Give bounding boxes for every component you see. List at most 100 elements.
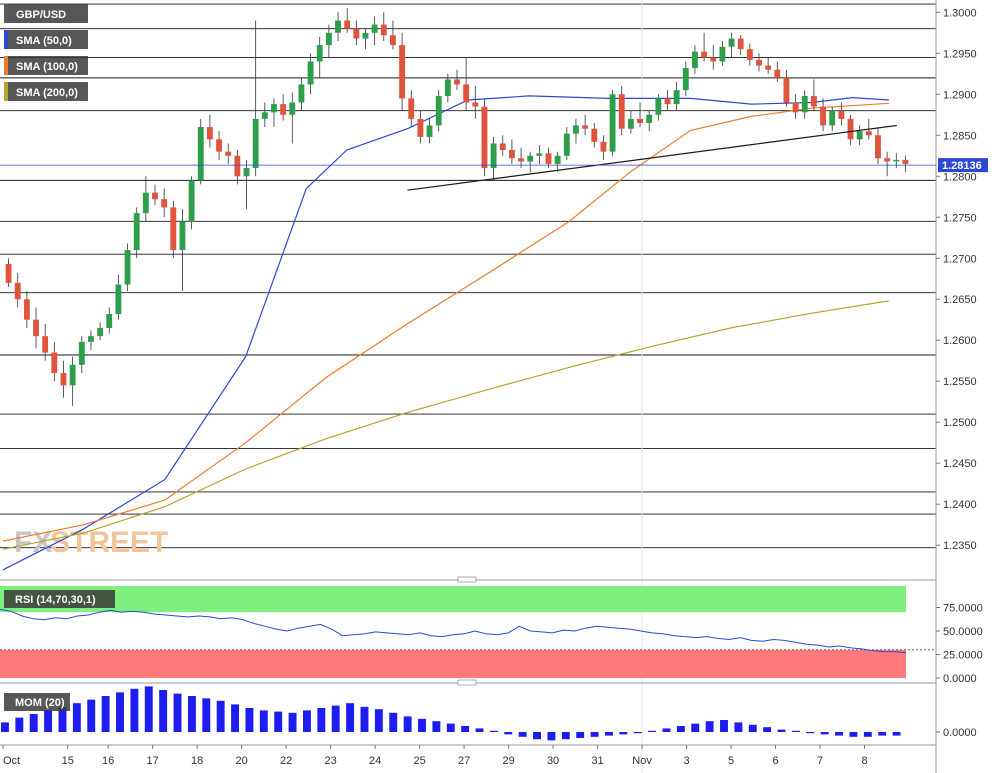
mom-bar bbox=[187, 696, 196, 732]
mom-bar bbox=[44, 710, 53, 732]
legend-color-swatch bbox=[4, 30, 8, 49]
price-tick-label: 1.2600 bbox=[943, 335, 977, 347]
candle-body bbox=[847, 118, 854, 140]
mom-bar bbox=[605, 732, 613, 736]
date-tick-label: 3 bbox=[683, 755, 689, 767]
mom-bar bbox=[791, 730, 800, 732]
mom-bar bbox=[403, 716, 412, 732]
mom-tick-label: 0.0000 bbox=[943, 727, 977, 739]
price-axis: 1.2350 1.2400 1.2450 1.2500 1.2550 1.2600 1.26… bbox=[0, 7, 977, 552]
candle-body bbox=[719, 46, 726, 62]
candle-body bbox=[801, 95, 808, 113]
mom-bar bbox=[346, 703, 355, 732]
rsi-tick-label: 50.0000 bbox=[943, 626, 983, 638]
rsi-oversold-zone bbox=[0, 649, 906, 678]
candle-body bbox=[774, 69, 781, 78]
candle-body bbox=[69, 364, 76, 386]
candle-body bbox=[563, 133, 570, 156]
candle-body bbox=[765, 65, 772, 70]
candle-body bbox=[88, 336, 94, 342]
candle-body bbox=[362, 32, 369, 39]
candle-body bbox=[508, 150, 515, 159]
price-tick-label: 1.2400 bbox=[943, 499, 977, 511]
legend-item[interactable] bbox=[4, 4, 88, 23]
date-tick-label: 29 bbox=[502, 755, 514, 767]
candle-body bbox=[14, 282, 21, 300]
candle-body bbox=[51, 352, 58, 374]
legend-item[interactable] bbox=[4, 82, 88, 101]
mom-bar bbox=[116, 692, 124, 732]
candle-body bbox=[454, 79, 460, 85]
candle-body bbox=[865, 131, 872, 136]
candle-body bbox=[682, 68, 689, 91]
mom-bar bbox=[662, 728, 671, 732]
rsi-label: RSI (14,70,30,1) bbox=[15, 594, 96, 606]
candle-body bbox=[573, 125, 579, 134]
candle-body bbox=[335, 20, 341, 33]
mom-bar bbox=[648, 730, 657, 732]
mom-bar bbox=[489, 730, 498, 732]
price-tick-label: 1.2950 bbox=[943, 48, 977, 60]
candle-body bbox=[325, 32, 332, 46]
sma-line bbox=[2, 102, 889, 542]
mom-bar bbox=[173, 693, 182, 732]
mom-bar bbox=[518, 732, 527, 737]
rsi-panel-resize-handle[interactable] bbox=[457, 576, 477, 583]
candle-body bbox=[353, 28, 360, 39]
trendline-segment bbox=[407, 124, 897, 191]
mom-bar bbox=[849, 732, 858, 737]
momentum-panel: 0.0000 bbox=[1, 686, 977, 741]
legend-item[interactable] bbox=[4, 56, 88, 75]
legend: GBP/USD SMA (50,0) SMA (100,0) SMA (200,0) bbox=[4, 4, 88, 101]
candle-body bbox=[152, 192, 158, 200]
candle-body bbox=[490, 143, 497, 169]
legend-label: SMA (50,0) bbox=[16, 35, 72, 47]
candle-body bbox=[820, 106, 826, 126]
candle-body bbox=[710, 57, 717, 62]
candle-body bbox=[673, 90, 680, 105]
candle-body bbox=[23, 299, 30, 320]
legend-item[interactable] bbox=[4, 30, 88, 49]
candle-body bbox=[234, 155, 241, 177]
mom-bar bbox=[806, 732, 815, 734]
candle-body bbox=[33, 319, 39, 337]
legend-label: GBP/USD bbox=[16, 9, 66, 21]
mom-bar bbox=[777, 729, 786, 732]
mom-bar bbox=[763, 727, 772, 732]
date-tick-label: 20 bbox=[236, 755, 248, 767]
candle-body bbox=[627, 118, 634, 129]
candle-body bbox=[435, 95, 442, 126]
candle-body bbox=[390, 35, 396, 46]
mom-bar bbox=[1, 722, 9, 732]
date-tick-label: Oct bbox=[3, 755, 20, 767]
date-tick-label: 31 bbox=[591, 755, 603, 767]
rsi-line bbox=[0, 608, 907, 654]
price-tick-label: 1.2550 bbox=[943, 376, 977, 388]
candle-body bbox=[142, 192, 149, 214]
mom-panel-resize-handle[interactable] bbox=[457, 679, 477, 686]
mom-bar bbox=[87, 699, 96, 732]
candle-body bbox=[472, 102, 479, 107]
candle-body bbox=[298, 84, 305, 103]
candle-body bbox=[646, 114, 653, 123]
candle-body bbox=[115, 284, 122, 315]
candle-body bbox=[225, 151, 232, 156]
candle-body bbox=[271, 104, 277, 113]
mom-bar bbox=[533, 732, 542, 740]
mom-bar bbox=[274, 711, 283, 732]
candle-body bbox=[829, 110, 836, 126]
date-tick-label: 25 bbox=[413, 755, 425, 767]
candles bbox=[5, 8, 909, 406]
mom-bar bbox=[58, 706, 67, 732]
rsi-tick-label: 75.0000 bbox=[943, 603, 983, 615]
date-tick-label: 15 bbox=[62, 755, 74, 767]
candle-body bbox=[97, 327, 104, 337]
candle-body bbox=[875, 135, 881, 159]
candle-body bbox=[344, 20, 351, 29]
mom-bar bbox=[676, 726, 685, 732]
candle-body bbox=[499, 143, 506, 151]
candle-body bbox=[737, 38, 744, 50]
mom-bar bbox=[360, 706, 369, 732]
candle-body bbox=[179, 221, 186, 251]
